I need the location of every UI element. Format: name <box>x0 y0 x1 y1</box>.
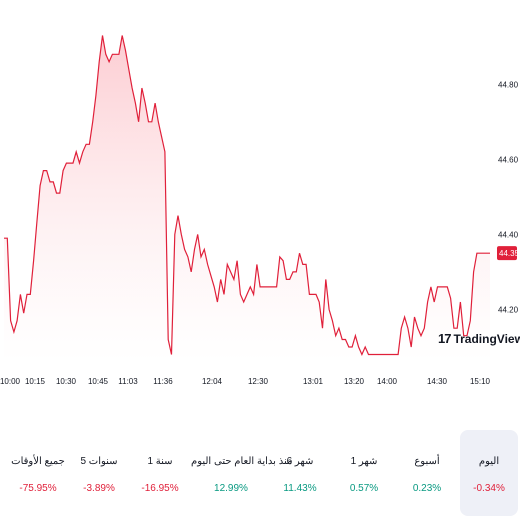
x-tick-label: 10:30 <box>56 377 77 386</box>
period-change: -3.89% <box>83 483 115 494</box>
price-area-layer <box>4 35 490 362</box>
period-6-months[interactable]: 6 شهر 11.43% <box>270 430 330 516</box>
tradingview-watermark: 17 TradingView <box>438 331 520 346</box>
period-1-year[interactable]: 1 سنة -16.95% <box>132 430 188 516</box>
period-label: 1 سنة <box>147 456 173 467</box>
tradingview-logo-icon: 17 <box>438 331 452 346</box>
period-change: 11.43% <box>283 483 317 494</box>
x-tick-label: 12:30 <box>248 377 269 386</box>
period-label: 5 سنوات <box>80 456 118 467</box>
period-label: أسبوع <box>414 456 440 467</box>
price-area-fill <box>4 35 490 362</box>
period-change: 0.23% <box>412 483 442 494</box>
period-change: 12.99% <box>214 483 248 494</box>
y-tick-label: 44.40 <box>498 230 519 239</box>
period-today[interactable]: اليوم -0.34% <box>460 430 518 516</box>
period-label: جميع الأوقات <box>11 456 65 467</box>
x-tick-label: 15:10 <box>470 377 491 386</box>
period-change: 0.57% <box>349 483 379 494</box>
period-change: -0.34% <box>473 483 505 494</box>
x-tick-label: 12:04 <box>202 377 223 386</box>
x-axis: 10:00 10:15 10:30 10:45 11:03 11:36 12:04 12:30… <box>0 377 491 386</box>
x-tick-label: 14:00 <box>377 377 398 386</box>
tradingview-wordmark: TradingView <box>453 332 520 346</box>
period-performance-bar: اليوم -0.34% أسبوع 0.23% 1 شهر 0.57% 6 ش… <box>0 430 520 516</box>
price-line-series <box>4 35 490 356</box>
y-tick-label: 44.80 <box>498 80 519 89</box>
x-tick-label: 11:36 <box>153 377 173 386</box>
x-tick-label: 14:30 <box>427 377 448 386</box>
y-axis: 44.80 44.60 44.40 44.20 <box>498 80 519 314</box>
x-tick-label: 11:03 <box>118 377 138 386</box>
period-change: -75.95% <box>19 483 57 494</box>
period-label: اليوم <box>478 456 500 467</box>
y-tick-label: 44.60 <box>498 155 519 164</box>
price-chart[interactable]: 44.80 44.60 44.40 44.20 10:00 10:15 10:30 10:4… <box>0 0 520 395</box>
period-all-time[interactable]: جميع الأوقات -75.95% <box>4 430 72 516</box>
x-tick-label: 10:45 <box>88 377 109 386</box>
period-change: -16.95% <box>141 483 179 494</box>
period-label: منذ بداية العام حتى اليوم <box>191 456 293 467</box>
x-tick-label: 13:01 <box>303 377 324 386</box>
x-tick-label: 10:00 <box>0 377 21 386</box>
x-tick-label: 13:20 <box>344 377 365 386</box>
period-5-years[interactable]: 5 سنوات -3.89% <box>71 430 127 516</box>
current-price-label: 44.35 <box>499 249 520 258</box>
y-tick-label: 44.20 <box>498 305 519 314</box>
current-price-badge <box>497 246 517 261</box>
period-ytd[interactable]: منذ بداية العام حتى اليوم 12.99% <box>191 430 293 516</box>
period-label: 6 شهر <box>286 456 314 467</box>
period-label: 1 شهر <box>350 456 378 467</box>
period-1-month[interactable]: 1 شهر 0.57% <box>336 430 392 516</box>
current-price-tag: 44.35 <box>497 246 520 261</box>
x-tick-label: 10:15 <box>25 377 46 386</box>
period-week[interactable]: أسبوع 0.23% <box>399 430 455 516</box>
